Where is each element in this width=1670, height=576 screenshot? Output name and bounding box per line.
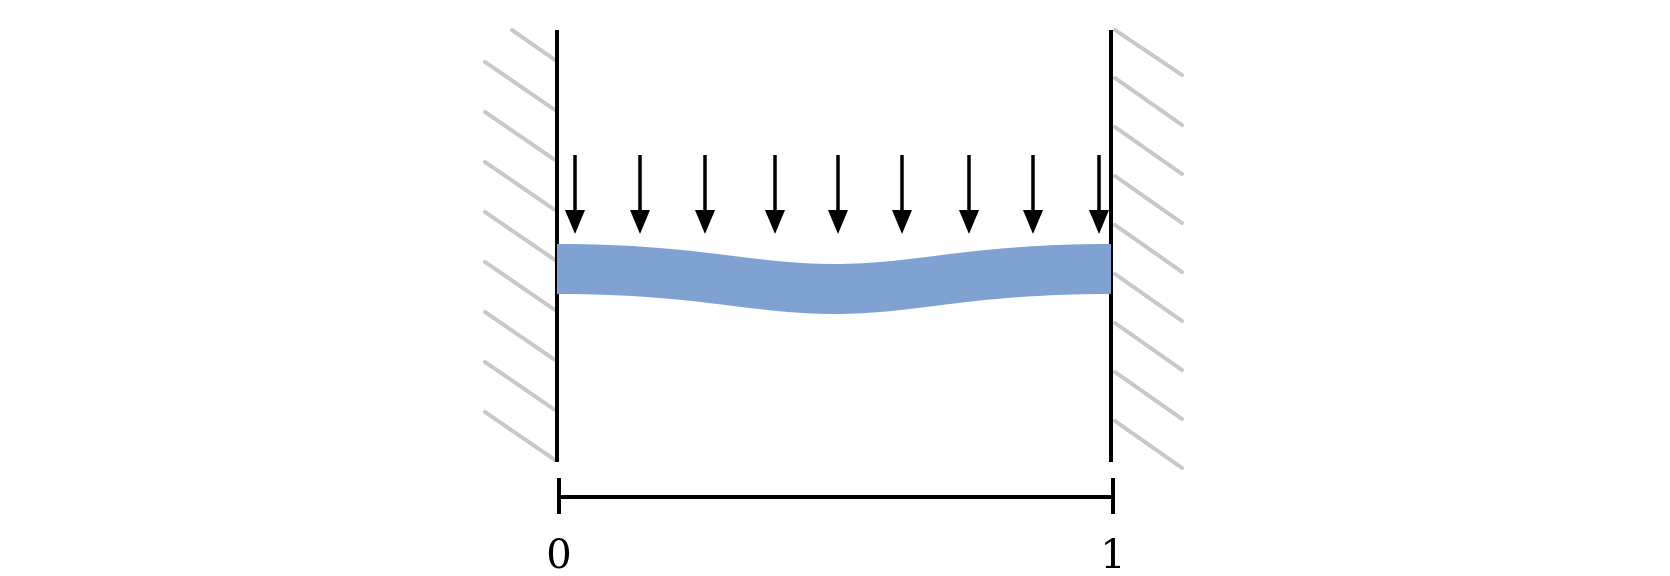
deflected-beam <box>557 244 1111 314</box>
right-wall-hatching <box>1113 28 1184 470</box>
load-arrow <box>959 155 979 234</box>
distributed-load-arrows <box>565 155 1109 234</box>
dimension-label-left: 0 <box>546 532 571 576</box>
load-arrow <box>1023 155 1043 234</box>
load-arrow <box>1089 155 1109 234</box>
load-arrow <box>765 155 785 234</box>
right-wall-support <box>1109 28 1184 470</box>
load-arrow <box>828 155 848 234</box>
dimension-label-right: 1 <box>1100 532 1125 576</box>
left-wall-support <box>483 28 559 462</box>
load-arrow <box>630 155 650 234</box>
load-arrow <box>892 155 912 234</box>
load-arrow <box>565 155 585 234</box>
load-arrow <box>695 155 715 234</box>
left-wall-hatching <box>483 28 557 462</box>
span-dimension: 0 1 <box>546 478 1126 576</box>
